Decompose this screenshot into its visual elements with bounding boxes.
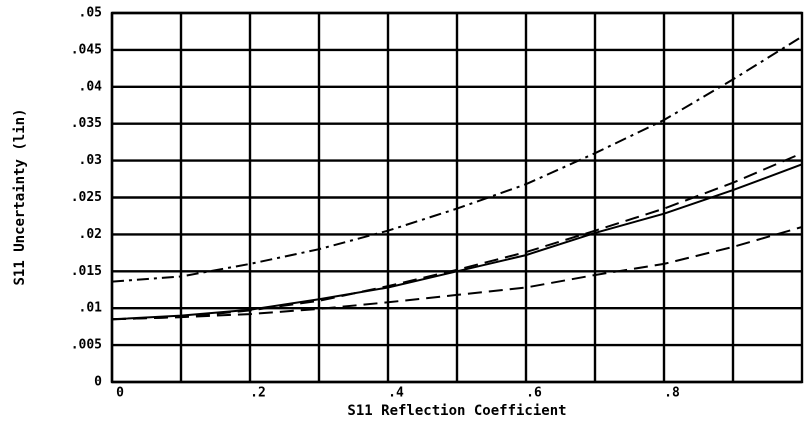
y-tick-label: 0 <box>94 375 102 390</box>
y-tick-label: .04 <box>79 79 103 94</box>
y-tick-label: .05 <box>79 6 102 21</box>
y-tick-label: .03 <box>79 153 102 168</box>
x-axis-label: S11 Reflection Coefficient <box>347 403 566 419</box>
x-tick-label: .2 <box>250 386 266 401</box>
plot-frame <box>110 11 804 384</box>
y-tick-label: .025 <box>71 190 102 205</box>
x-tick-label: .4 <box>388 386 404 401</box>
x-tick-label: .8 <box>664 386 680 401</box>
x-tick-label: 0 <box>116 386 124 401</box>
data-line <box>111 35 803 283</box>
y-tick-label: .015 <box>71 264 102 279</box>
y-tick-label: .02 <box>79 227 102 242</box>
x-tick-label: .6 <box>526 386 542 401</box>
data-line <box>111 226 803 321</box>
y-tick-label: .01 <box>79 301 103 316</box>
y-tick-label: .045 <box>71 42 102 57</box>
y-axis-label: S11 Uncertainty (lin) <box>12 108 28 285</box>
data-line <box>111 152 803 321</box>
y-tick-label: .035 <box>71 116 102 131</box>
y-tick-label: .005 <box>71 338 102 353</box>
